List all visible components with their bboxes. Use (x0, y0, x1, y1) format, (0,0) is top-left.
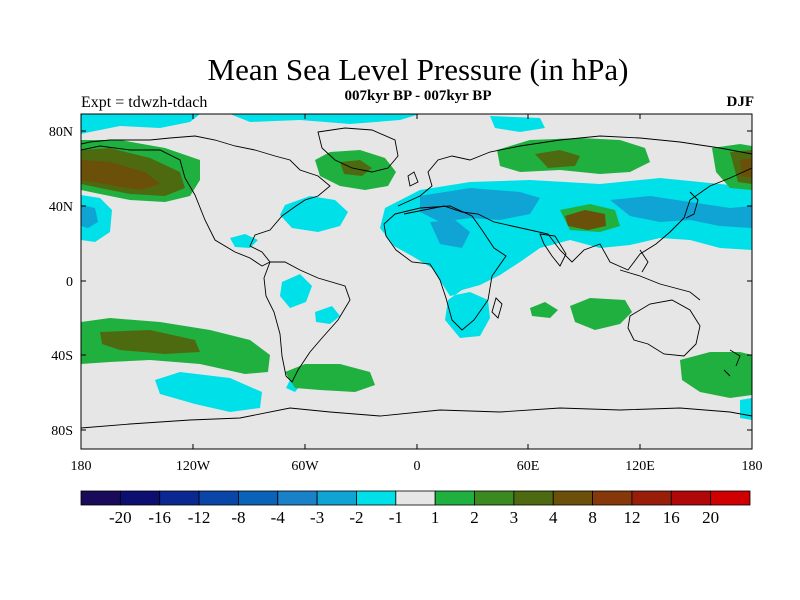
coastline-new-zealand (723, 349, 741, 377)
colorbar-swatch (277, 490, 318, 506)
colorbar-swatch (80, 490, 121, 506)
coastline-eurasia (397, 135, 752, 271)
anomaly-region (610, 196, 752, 228)
coastline-antarctica (81, 407, 752, 429)
coastline-greenland (317, 127, 399, 173)
colorbar-swatch (670, 490, 712, 506)
colorbar-label: -20 (109, 508, 132, 527)
coastline-north-america (81, 135, 331, 267)
lat-tick-label: 40S (51, 349, 73, 364)
anomaly-region (340, 160, 372, 176)
experiment-label: Expt = tdwzh-tdach (81, 94, 208, 111)
colorbar-swatch (513, 490, 554, 506)
anomaly-region (81, 205, 98, 228)
plot-title: Mean Sea Level Pressure (in hPa) (207, 52, 629, 87)
colorbar-label: 8 (588, 508, 597, 527)
coastline-africa (383, 205, 507, 331)
plot-subtitle: 007kyr BP - 007kyr BP (344, 88, 492, 104)
colorbar-label: 20 (702, 508, 719, 527)
colorbar-labels: -20 -16 -12 -8 -4 -3 -2 -1 1 2 3 4 8 12 16 20 (109, 508, 719, 527)
anomaly-region (100, 330, 200, 354)
anomaly-region (81, 160, 160, 190)
anomaly-region (565, 210, 606, 230)
coastline-japan (685, 191, 699, 219)
coastline-madagascar (491, 297, 503, 319)
colorbar-label: -2 (349, 508, 363, 527)
lon-tick-label: 180 (71, 459, 92, 474)
colorbar-label: 2 (470, 508, 479, 527)
anomaly-region (230, 114, 420, 124)
lon-tick-label: 120E (625, 459, 655, 474)
coastline-india (539, 233, 567, 267)
lon-tick-label: 60W (291, 459, 319, 474)
anomaly-region (430, 220, 470, 248)
colorbar-label: -3 (310, 508, 324, 527)
coastline-south-america (263, 261, 351, 383)
anomaly-region (286, 380, 300, 392)
anomaly-region (420, 188, 540, 222)
colorbar-label: -16 (148, 508, 171, 527)
colorbar-swatch (198, 490, 239, 506)
colorbar-swatch (238, 490, 279, 506)
lat-tick-label: 80S (51, 424, 73, 439)
anomaly-region (740, 158, 752, 178)
colorbar-label: -12 (188, 508, 211, 527)
lat-tick-label: 80N (49, 125, 73, 140)
colorbar-label: 16 (663, 508, 680, 527)
pressure-anomaly-fields (81, 114, 752, 429)
colorbar-swatch (592, 490, 633, 506)
anomaly-region (530, 302, 558, 318)
colorbar-swatch (356, 490, 397, 506)
colorbar-swatch (631, 490, 672, 506)
colorbar-label: 4 (549, 508, 558, 527)
colorbar-swatch (710, 490, 751, 506)
anomaly-region (280, 274, 312, 308)
colorbar-swatch (434, 490, 475, 506)
anomaly-region (490, 116, 545, 132)
lon-tick-label: 120W (176, 459, 211, 474)
colorbar-swatch (119, 490, 161, 506)
colorbar-label: -1 (389, 508, 403, 527)
colorbar-label: 1 (431, 508, 440, 527)
colorbar-label: -4 (271, 508, 286, 527)
anomaly-region (81, 114, 200, 134)
colorbar-label: -8 (231, 508, 245, 527)
colorbar (80, 490, 751, 506)
anomaly-region (315, 306, 340, 324)
anomaly-region (285, 364, 375, 392)
anomaly-region (740, 398, 752, 420)
lat-tick-label: 0 (66, 275, 73, 290)
coastline-australia (627, 299, 701, 357)
axis-tick-labels: 180 120W 60W 0 60E 120E 180 80N 40N 0 40… (49, 125, 763, 474)
colorbar-swatch (316, 490, 357, 506)
lon-tick-label: 180 (742, 459, 763, 474)
colorbar-label: 3 (510, 508, 519, 527)
coastline-southeast-asia (619, 249, 701, 301)
season-label: DJF (726, 94, 755, 110)
lat-tick-label: 40N (49, 200, 73, 215)
colorbar-swatch (395, 490, 436, 506)
colorbar-label: 12 (623, 508, 640, 527)
colorbar-swatch (159, 490, 200, 506)
anomaly-region (570, 298, 632, 330)
anomaly-region (680, 352, 752, 398)
colorbar-swatch (474, 490, 515, 506)
axis-ticks (80, 114, 753, 449)
lon-tick-label: 60E (517, 459, 540, 474)
anomaly-region (155, 372, 262, 412)
anomaly-region (535, 150, 580, 168)
lon-tick-label: 0 (414, 459, 421, 474)
coastline-uk (407, 171, 419, 187)
colorbar-swatch (552, 490, 593, 506)
